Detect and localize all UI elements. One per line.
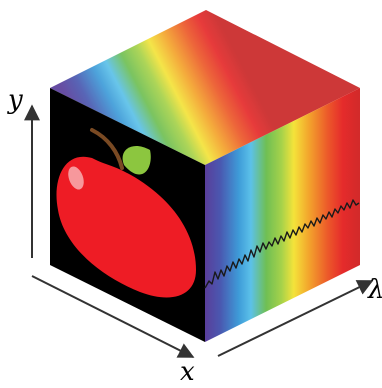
spectrum-signal-trace <box>204 199 360 289</box>
cube-spectrum-face <box>205 88 360 342</box>
cube-top-face <box>50 10 360 165</box>
apple-leaf <box>122 145 151 175</box>
cube-top-face-shade <box>50 10 360 165</box>
apple-icon <box>56 128 197 298</box>
y-axis-label: y <box>7 85 23 115</box>
x-axis <box>31 275 195 358</box>
lambda-axis-label: λ <box>367 275 382 305</box>
apple-body <box>56 156 197 298</box>
apple-highlight <box>68 166 84 190</box>
apple-stem <box>90 128 124 170</box>
lambda-axis <box>217 280 374 357</box>
x-axis-label: x <box>180 357 195 384</box>
